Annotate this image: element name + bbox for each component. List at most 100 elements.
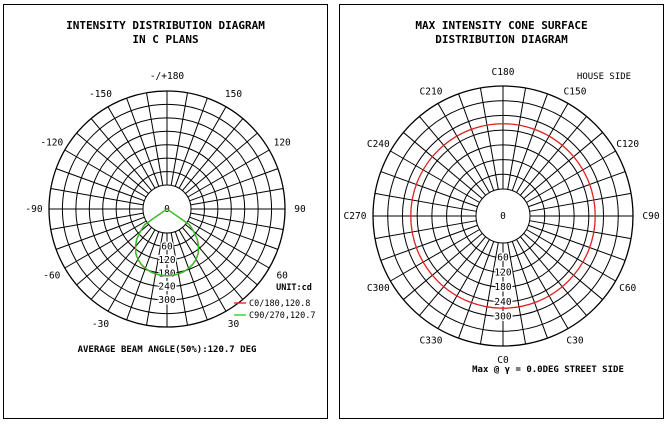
grid-spoke [182,118,244,191]
angle-label: C180 [492,67,515,78]
angle-label: C120 [616,139,639,150]
radial-label: 180 [158,268,175,279]
grid-spoke [174,97,208,187]
grid-spoke [479,242,499,345]
left-title-line2: IN C PLANS [132,33,199,46]
grid-spoke [374,220,477,240]
grid-spoke [437,103,490,193]
grid-spoke [403,132,483,200]
grid-spoke [50,212,144,230]
grid-spoke [380,224,478,261]
right-title-line2: DISTRIBUTION DIAGRAM [435,33,568,46]
grid-spoke [107,229,156,312]
grid-spoke [170,92,188,186]
angle-label: C0 [497,355,509,366]
grid-spoke [526,229,616,282]
angle-label: -120 [40,138,63,149]
grid-spoke [519,236,587,316]
grid-spoke [170,232,188,326]
grid-spoke [55,168,145,202]
radial-label: 120 [158,255,175,266]
angle-label: C30 [566,336,583,347]
grid-spoke [523,232,603,300]
angle-label: C240 [367,139,390,150]
cone-surface-chart: 0 60 120 180 240 300 C180 C150 C120 C90 C60 C30 C0 C3… [344,67,660,375]
angle-label: C330 [420,336,443,347]
grid-spoke [526,150,616,203]
angle-label: C300 [367,283,390,294]
angle-label: 60 [276,271,288,282]
legend-label: C0/180,120.8 [249,299,310,309]
grid-spoke [76,224,149,286]
series-line [134,208,200,277]
angle-label: -60 [43,271,60,282]
grid-spoke [126,231,160,321]
left-title-line1: INTENSITY DISTRIBUTION DIAGRAM [66,19,265,32]
grid-spoke [523,132,603,200]
grid-spoke [107,106,156,189]
grid-spoke [390,229,480,282]
grid-spoke [437,239,490,329]
grid-spoke [419,236,487,316]
grid-spoke [90,118,152,191]
grid-spoke [511,93,548,191]
grid-spoke [528,224,626,261]
grid-spoke [190,188,284,206]
street-side-label: Max @ γ = 0.0DEG STREET SIDE [472,365,624,375]
grid-spoke [64,220,147,269]
grid-spoke [390,150,480,203]
grid-spoke [182,227,244,300]
angle-label: C210 [420,86,443,97]
grid-spoke [380,171,478,208]
grid-spoke [528,171,626,208]
grid-spoke [458,93,495,191]
grid-spoke [529,220,632,240]
grid-spoke [511,241,548,339]
angle-label: -90 [25,204,42,215]
radial-label: 60 [497,253,509,264]
grid-spoke [185,224,258,286]
right-panel: MAX INTENSITY CONE SURFACE DISTRIBUTION … [339,4,664,419]
grid-spoke [146,92,164,186]
grid-spoke [403,232,483,300]
grid-spoke [507,87,527,190]
beam-angle-text: AVERAGE BEAM ANGLE(50%):120.7 DEG [78,345,257,355]
grid-spoke [64,149,147,198]
angle-label: 150 [225,89,242,100]
unit-label: UNIT:cd [276,283,312,293]
radial-label: 120 [494,267,511,278]
grid-spoke [374,192,477,212]
grid-spoke [90,227,152,300]
grid-spoke [190,212,284,230]
grid-spoke [55,216,145,250]
angle-label: -30 [92,319,109,330]
grid-spoke [178,229,227,312]
radial-label: 240 [158,282,175,293]
intensity-distribution-chart: 060120180240300-/+180150120906030-30-60-… [25,71,316,355]
angle-label: C60 [619,283,636,294]
radial-label: 180 [494,282,511,293]
grid-spoke [458,241,495,339]
angle-label: C90 [642,211,659,222]
grid-spoke [507,242,527,345]
grid-spoke [76,132,149,194]
radial-label: 240 [494,297,511,308]
grid-spoke [187,220,270,269]
grid-spoke [189,216,279,250]
grid-spoke [529,192,632,212]
angle-label: C270 [344,211,367,222]
grid-spoke [479,87,499,190]
grid-spoke [50,188,144,206]
house-side-label: HOUSE SIDE [577,72,631,82]
angle-label: 120 [274,138,291,149]
grid-spoke [178,106,227,189]
grid-spoke [519,116,587,196]
left-panel: INTENSITY DISTRIBUTION DIAGRAM IN C PLAN… [3,4,328,419]
grid-spoke [516,239,569,329]
grid-spoke [516,103,569,193]
radial-label: 300 [494,312,511,323]
legend-label: C90/270,120.7 [249,311,316,321]
max-intensity-ring [410,123,596,309]
right-title-line1: MAX INTENSITY CONE SURFACE [415,19,588,32]
grid-spoke [419,116,487,196]
